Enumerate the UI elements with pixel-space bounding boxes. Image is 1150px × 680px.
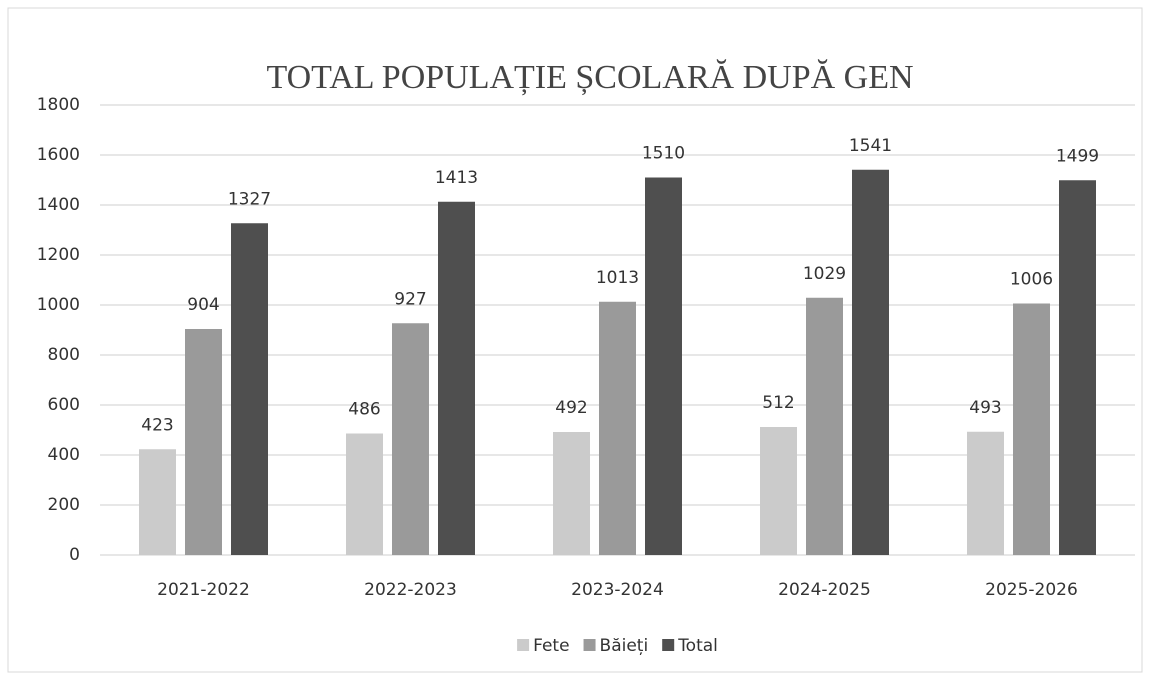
data-label: 492 xyxy=(555,398,587,418)
data-label: 1413 xyxy=(435,168,478,188)
data-label: 927 xyxy=(394,289,426,309)
bar xyxy=(599,301,636,555)
data-label: 1327 xyxy=(228,189,271,209)
x-tick-label: 2022-2023 xyxy=(364,580,457,600)
y-tick-label: 1800 xyxy=(37,95,80,115)
data-label: 1541 xyxy=(849,136,892,156)
bar xyxy=(852,169,889,555)
x-tick-label: 2021-2022 xyxy=(157,580,250,600)
chart-frame xyxy=(7,7,1143,673)
bar xyxy=(438,201,475,555)
data-label: 512 xyxy=(762,393,794,413)
data-label: 493 xyxy=(969,398,1001,418)
y-tick-label: 0 xyxy=(69,545,80,565)
bar xyxy=(139,449,176,555)
bar xyxy=(806,297,843,555)
y-tick-label: 400 xyxy=(48,445,80,465)
chart-title: TOTAL POPULAȚIE ȘCOLARĂ DUPĂ GEN xyxy=(266,59,913,96)
data-label: 1499 xyxy=(1056,146,1099,166)
bar xyxy=(346,433,383,555)
bar xyxy=(1013,303,1050,555)
data-label: 1013 xyxy=(596,268,639,288)
bar xyxy=(231,223,268,555)
y-tick-label: 600 xyxy=(48,395,80,415)
legend-swatch xyxy=(583,639,596,651)
data-label: 1006 xyxy=(1010,270,1053,290)
legend-swatch xyxy=(517,639,530,651)
legend-swatch xyxy=(662,639,675,651)
legend-label: Băieți xyxy=(600,636,649,656)
y-tick-label: 200 xyxy=(48,495,80,515)
bar xyxy=(645,177,682,555)
bar xyxy=(760,427,797,555)
y-tick-label: 1600 xyxy=(37,145,80,165)
y-tick-label: 800 xyxy=(48,345,80,365)
legend-label: Total xyxy=(677,636,718,656)
bar xyxy=(185,329,222,555)
data-label: 486 xyxy=(348,400,380,420)
bar xyxy=(967,431,1004,555)
bar xyxy=(1059,180,1096,555)
legend-label: Fete xyxy=(533,636,569,656)
data-label: 1029 xyxy=(803,264,846,284)
y-tick-label: 1200 xyxy=(37,245,80,265)
x-tick-label: 2025-2026 xyxy=(985,580,1078,600)
y-tick-label: 1400 xyxy=(37,195,80,215)
data-label: 423 xyxy=(141,415,173,435)
bar xyxy=(392,323,429,555)
data-label: 904 xyxy=(187,295,219,315)
y-tick-label: 1000 xyxy=(37,295,80,315)
data-label: 1510 xyxy=(642,144,685,164)
x-tick-label: 2023-2024 xyxy=(571,580,664,600)
bar xyxy=(553,432,590,555)
x-tick-label: 2024-2025 xyxy=(778,580,871,600)
